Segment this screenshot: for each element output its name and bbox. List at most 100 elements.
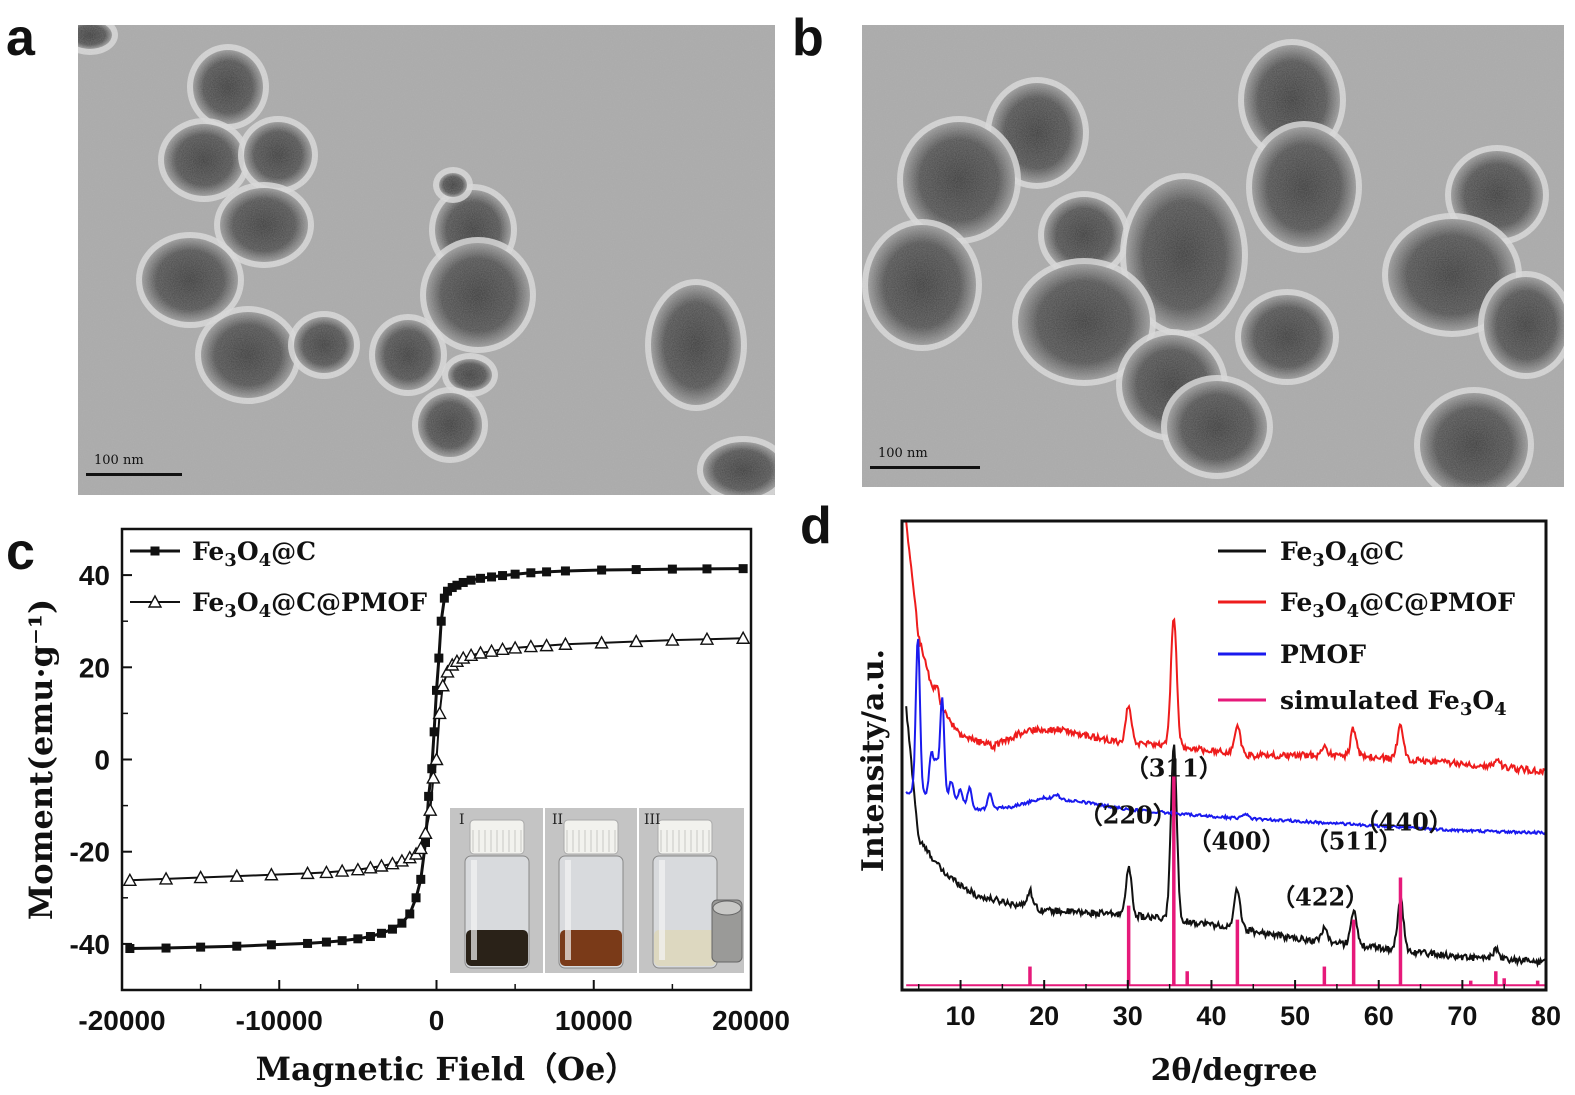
- data-point: [427, 764, 437, 774]
- data-point: [429, 752, 444, 766]
- vial-highlight: [471, 860, 477, 960]
- data-point: [523, 639, 539, 653]
- tem-image-a-svg: [78, 25, 775, 495]
- data-point: [447, 583, 457, 593]
- peak-annotation: （400）: [1187, 826, 1285, 855]
- y-tick-label: -20: [70, 837, 110, 868]
- scale-label-a: 100 nm: [94, 453, 144, 468]
- legend-label-fe3o4c-pmof: Fe3O4@C@PMOF: [192, 588, 427, 622]
- vial-label-3: III: [644, 812, 661, 828]
- data-point: [558, 636, 573, 650]
- data-point: [424, 791, 434, 801]
- data-point: [416, 874, 426, 884]
- y-axis-label: Moment(emu·g⁻¹): [22, 599, 60, 920]
- legend-marker: [150, 546, 160, 556]
- data-point: [507, 640, 523, 654]
- data-point: [542, 567, 552, 577]
- data-point: [413, 841, 428, 855]
- data-point: [702, 564, 712, 574]
- data-point: [264, 867, 279, 881]
- data-point: [319, 864, 334, 879]
- data-point: [699, 631, 715, 645]
- x-tick-label: 60: [1364, 1001, 1394, 1031]
- x-tick-label: 10000: [555, 1005, 633, 1036]
- panel-d-letter: d: [800, 497, 832, 555]
- data-point: [353, 934, 363, 944]
- data-point: [510, 569, 520, 579]
- data-point: [526, 568, 536, 578]
- data-point: [334, 863, 350, 877]
- y-axis-label: Intensity/a.u.: [856, 649, 891, 872]
- vial-highlight: [565, 860, 571, 960]
- vial-inset-photo: I II III: [450, 808, 744, 973]
- legend-label: Fe3O4@C@PMOF: [1280, 588, 1515, 622]
- data-point: [452, 580, 462, 590]
- data-point: [466, 575, 476, 585]
- vial-liquid: [654, 930, 716, 966]
- data-point: [443, 586, 453, 596]
- data-point: [374, 858, 389, 872]
- data-point: [376, 928, 386, 938]
- data-point: [196, 942, 206, 952]
- data-point: [387, 924, 397, 934]
- x-tick-label: 20: [1029, 1001, 1059, 1031]
- data-point: [456, 650, 471, 664]
- data-point: [125, 944, 135, 954]
- data-point: [411, 893, 421, 903]
- xrd-series-line: [905, 706, 1547, 969]
- tem-image-b: 100 nm: [862, 25, 1564, 487]
- legend-label: PMOF: [1280, 640, 1366, 669]
- x-tick-label: 40: [1196, 1001, 1226, 1031]
- xrd-series-line: [905, 521, 1547, 777]
- y-tick-label: 0: [94, 745, 110, 776]
- data-point: [439, 593, 449, 603]
- x-tick-label: 20000: [712, 1005, 790, 1036]
- data-point: [385, 856, 400, 870]
- data-point: [432, 685, 441, 695]
- x-tick-label: 80: [1531, 1001, 1561, 1031]
- x-tick-label: -10000: [236, 1005, 323, 1036]
- data-point: [665, 632, 680, 646]
- data-point: [350, 862, 366, 876]
- tem-noise: [78, 25, 775, 495]
- data-point: [597, 565, 607, 575]
- y-tick-label: -40: [70, 929, 110, 960]
- data-point: [435, 678, 450, 692]
- data-point: [418, 825, 433, 839]
- data-point: [434, 653, 444, 663]
- data-point: [629, 634, 644, 648]
- data-point: [738, 564, 748, 574]
- data-point: [463, 647, 479, 662]
- data-point: [337, 936, 347, 946]
- data-point: [303, 938, 313, 948]
- data-point: [193, 870, 208, 884]
- data-point: [458, 577, 468, 587]
- tem-image-b-svg: [862, 25, 1564, 487]
- data-point: [440, 664, 455, 678]
- scale-bar-b: [870, 466, 980, 469]
- vial-liquid: [466, 930, 528, 966]
- vial-label-2: II: [552, 812, 564, 828]
- peak-annotation: （422）: [1271, 883, 1369, 912]
- data-point: [667, 564, 677, 574]
- data-point: [429, 727, 439, 737]
- peak-annotation: （440）: [1355, 808, 1453, 837]
- peak-annotation: （220）: [1079, 801, 1177, 830]
- x-axis-label: Magnetic Field（Oe）: [256, 1050, 638, 1088]
- vial-label-1: I: [459, 812, 465, 828]
- data-point: [365, 932, 375, 942]
- data-point: [158, 871, 174, 885]
- vial-liquid: [560, 930, 622, 966]
- panel-c-letter: c: [6, 523, 35, 581]
- data-point: [300, 865, 315, 880]
- data-point: [631, 565, 641, 575]
- legend-label: simulated Fe3O4: [1280, 686, 1507, 720]
- data-point: [473, 645, 488, 659]
- x-tick-label: 70: [1447, 1001, 1477, 1031]
- x-axis-label: 2θ/degree: [1151, 1053, 1318, 1088]
- data-point: [445, 657, 460, 671]
- legend-marker: [147, 594, 163, 608]
- tem-image-a: 100 nm: [78, 25, 775, 495]
- peak-annotation: （511）: [1305, 826, 1403, 855]
- plot-frame: [900, 519, 1548, 992]
